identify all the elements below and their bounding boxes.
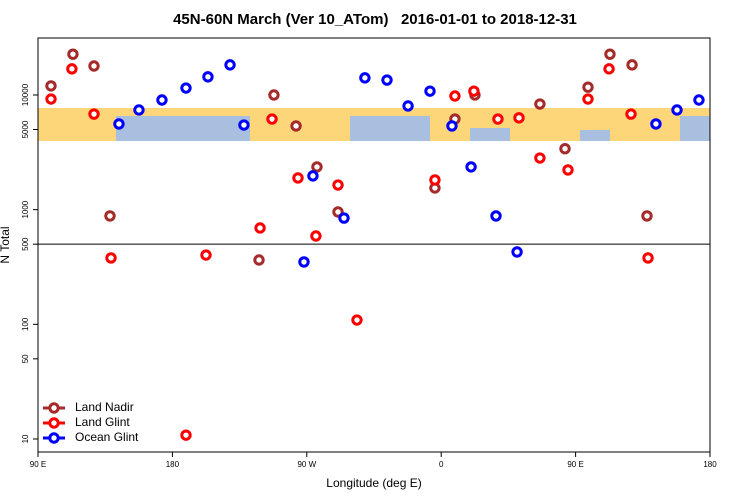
- point: [492, 113, 504, 125]
- x-tick-label: 180: [703, 460, 717, 469]
- map-strip: [38, 108, 710, 141]
- point: [180, 82, 192, 94]
- point: [200, 249, 212, 261]
- point: [604, 48, 616, 60]
- y-tick-label: 100: [21, 317, 30, 331]
- point: [310, 230, 322, 242]
- point: [446, 120, 458, 132]
- point: [559, 143, 571, 155]
- x-tick-label: 90 W: [297, 460, 316, 469]
- point: [307, 170, 319, 182]
- point: [156, 94, 168, 106]
- y-tick-label: 50: [21, 354, 30, 363]
- point: [513, 112, 525, 124]
- point: [253, 254, 265, 266]
- point: [224, 59, 236, 71]
- point: [625, 108, 637, 120]
- point: [88, 60, 100, 72]
- point: [465, 161, 477, 173]
- map-ocean: [470, 128, 510, 141]
- point: [534, 98, 546, 110]
- point: [642, 252, 654, 264]
- point: [332, 179, 344, 191]
- point: [105, 252, 117, 264]
- x-axis-label: Longitude (deg E): [326, 476, 421, 490]
- point: [311, 161, 323, 173]
- point: [582, 93, 594, 105]
- plot-frame: [37, 37, 711, 453]
- y-tick-label: 500: [21, 237, 30, 251]
- point: [338, 212, 350, 224]
- point: [266, 113, 278, 125]
- point: [693, 94, 705, 106]
- legend-marker: [48, 417, 60, 429]
- point: [268, 89, 280, 101]
- chart-title: 45N-60N March (Ver 10_ATom) 2016-01-01 t…: [173, 11, 577, 28]
- point: [650, 118, 662, 130]
- point: [45, 80, 57, 92]
- point: [381, 74, 393, 86]
- map-ocean: [580, 130, 610, 141]
- y-tick-label: 5000: [21, 120, 30, 138]
- point: [562, 164, 574, 176]
- point: [626, 59, 638, 71]
- point: [88, 108, 100, 120]
- point: [351, 314, 363, 326]
- x-tick-label: 90 E: [567, 460, 583, 469]
- point: [254, 222, 266, 234]
- legend-label: Land Glint: [75, 415, 130, 429]
- point: [603, 63, 615, 75]
- point: [104, 210, 116, 222]
- legend-marker: [48, 432, 60, 444]
- point: [45, 93, 57, 105]
- y-axis-label: N Total: [0, 226, 12, 263]
- x-tick-label: 90 E: [30, 460, 46, 469]
- y-tick-label: 10000: [21, 83, 30, 106]
- legend-label: Ocean Glint: [75, 430, 139, 444]
- point: [582, 81, 594, 93]
- x-tick-label: 0: [439, 460, 444, 469]
- point: [133, 104, 145, 116]
- point: [292, 172, 304, 184]
- y-tick-label: 1000: [21, 200, 30, 218]
- point: [66, 63, 78, 75]
- point: [641, 210, 653, 222]
- point: [202, 71, 214, 83]
- point: [238, 119, 250, 131]
- point: [180, 429, 192, 441]
- point: [429, 174, 441, 186]
- point: [424, 85, 436, 97]
- point: [402, 100, 414, 112]
- y-tick-label: 10: [21, 434, 30, 443]
- point: [449, 90, 461, 102]
- point: [67, 48, 79, 60]
- point: [671, 104, 683, 116]
- point: [468, 85, 480, 97]
- point: [490, 210, 502, 222]
- map-land: [38, 108, 116, 141]
- legend-label: Land Nadir: [75, 400, 134, 414]
- point: [290, 120, 302, 132]
- x-tick-label: 180: [166, 460, 180, 469]
- point: [511, 246, 523, 258]
- map-land: [430, 108, 680, 141]
- point: [534, 152, 546, 164]
- point: [113, 118, 125, 130]
- legend-marker: [48, 402, 60, 414]
- point: [298, 256, 310, 268]
- map-land: [38, 108, 710, 116]
- point: [359, 72, 371, 84]
